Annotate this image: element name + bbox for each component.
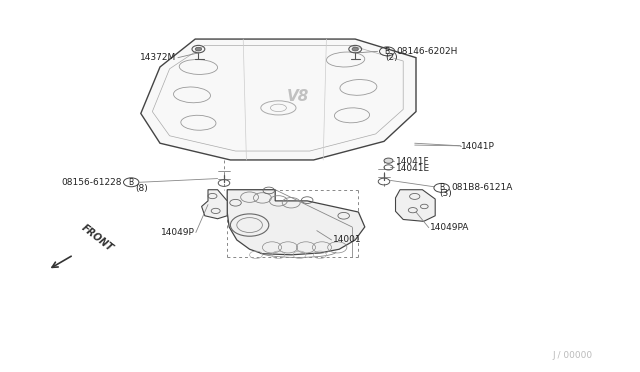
Polygon shape [396,190,435,221]
Polygon shape [227,190,365,255]
Text: J / 00000: J / 00000 [553,351,593,360]
Text: 14049P: 14049P [161,228,195,237]
Text: 08156-61228: 08156-61228 [61,178,122,187]
Text: 14041F: 14041F [396,157,429,166]
Polygon shape [202,190,227,219]
Text: 14041E: 14041E [396,164,429,173]
Text: B: B [385,47,390,56]
Text: FRONT: FRONT [80,222,115,253]
Text: 14049PA: 14049PA [430,223,470,232]
Polygon shape [141,39,416,160]
Text: 08146-6202H: 08146-6202H [397,47,458,56]
Circle shape [384,158,393,163]
Text: B: B [129,178,134,187]
Text: B: B [439,183,444,192]
Text: 14041P: 14041P [461,142,495,151]
Circle shape [195,47,202,51]
Text: (8): (8) [136,184,148,193]
Circle shape [352,47,358,51]
Text: 14372M: 14372M [140,53,176,62]
Text: 14001: 14001 [333,235,362,244]
Text: (2): (2) [385,53,398,62]
Text: (3): (3) [440,189,452,198]
Text: 081B8-6121A: 081B8-6121A [451,183,513,192]
Text: V8: V8 [287,89,308,104]
